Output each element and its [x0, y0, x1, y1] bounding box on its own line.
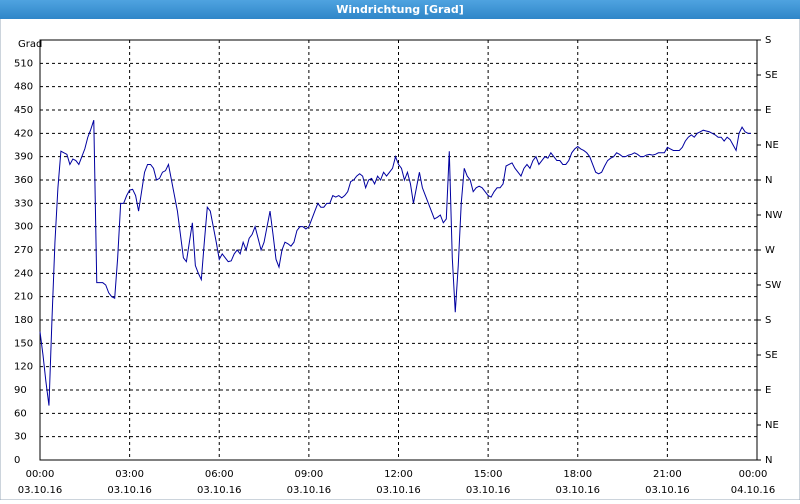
x-tick-label: 18:00	[563, 469, 592, 480]
y-tick-label: 150	[14, 338, 33, 349]
x-tick-label: 21:00	[653, 469, 682, 480]
y2-tick-label: N	[765, 455, 772, 466]
x-tick-date: 03.10.16	[197, 485, 242, 496]
title-bar	[0, 0, 800, 19]
y2-tick-label: E	[765, 385, 771, 396]
x-tick-label: 12:00	[384, 469, 413, 480]
y2-tick-label: S	[765, 35, 771, 46]
x-tick-label: 00:00	[739, 469, 768, 480]
y2-tick-label: NW	[765, 210, 782, 221]
y2-tick-label: E	[765, 105, 771, 116]
x-tick-label: 03:00	[115, 469, 144, 480]
x-tick-date: 03.10.16	[645, 485, 690, 496]
y-tick-label: 210	[14, 292, 33, 303]
y-tick-label: 330	[14, 198, 33, 209]
y-tick-label: 300	[14, 222, 33, 233]
y-tick-label: 450	[14, 105, 33, 116]
y-tick-label: 60	[14, 408, 27, 419]
y-tick-label: 390	[14, 152, 33, 163]
y2-tick-label: S	[765, 315, 771, 326]
x-tick-date: 03.10.16	[287, 485, 332, 496]
y-tick-label: 0	[14, 455, 20, 466]
x-tick-date: 03.10.16	[107, 485, 152, 496]
y2-tick-label: SW	[765, 280, 781, 291]
y2-tick-label: W	[765, 245, 775, 256]
x-tick-label: 09:00	[294, 469, 323, 480]
y2-tick-label: N	[765, 175, 772, 186]
y2-tick-label: NE	[765, 140, 779, 151]
y-tick-label: 180	[14, 315, 33, 326]
y-tick-label: 510	[14, 58, 33, 69]
chart-title: Windrichtung [Grad]	[336, 3, 464, 16]
y-tick-label: 270	[14, 245, 33, 256]
y-tick-label: 240	[14, 268, 33, 279]
y-tick-label: 90	[14, 385, 27, 396]
y-tick-label: 420	[14, 128, 33, 139]
x-tick-date: 03.10.16	[555, 485, 600, 496]
y-tick-label: 30	[14, 432, 27, 443]
x-tick-label: 15:00	[474, 469, 503, 480]
x-tick-date: 04.10.16	[731, 485, 776, 496]
x-tick-label: 00:00	[26, 469, 55, 480]
y2-tick-label: SE	[765, 70, 778, 81]
y-tick-label: 120	[14, 362, 33, 373]
line	[39, 119, 752, 406]
x-tick-date: 03.10.16	[466, 485, 511, 496]
y2-tick-label: NE	[765, 420, 779, 431]
x-tick-date: 03.10.16	[18, 485, 63, 496]
x-tick-label: 06:00	[205, 469, 234, 480]
y-tick-label: 360	[14, 175, 33, 186]
y-tick-label: 480	[14, 82, 33, 93]
y-axis-label: Grad	[18, 39, 42, 50]
x-tick-date: 03.10.16	[376, 485, 421, 496]
y2-tick-label: SE	[765, 350, 778, 361]
